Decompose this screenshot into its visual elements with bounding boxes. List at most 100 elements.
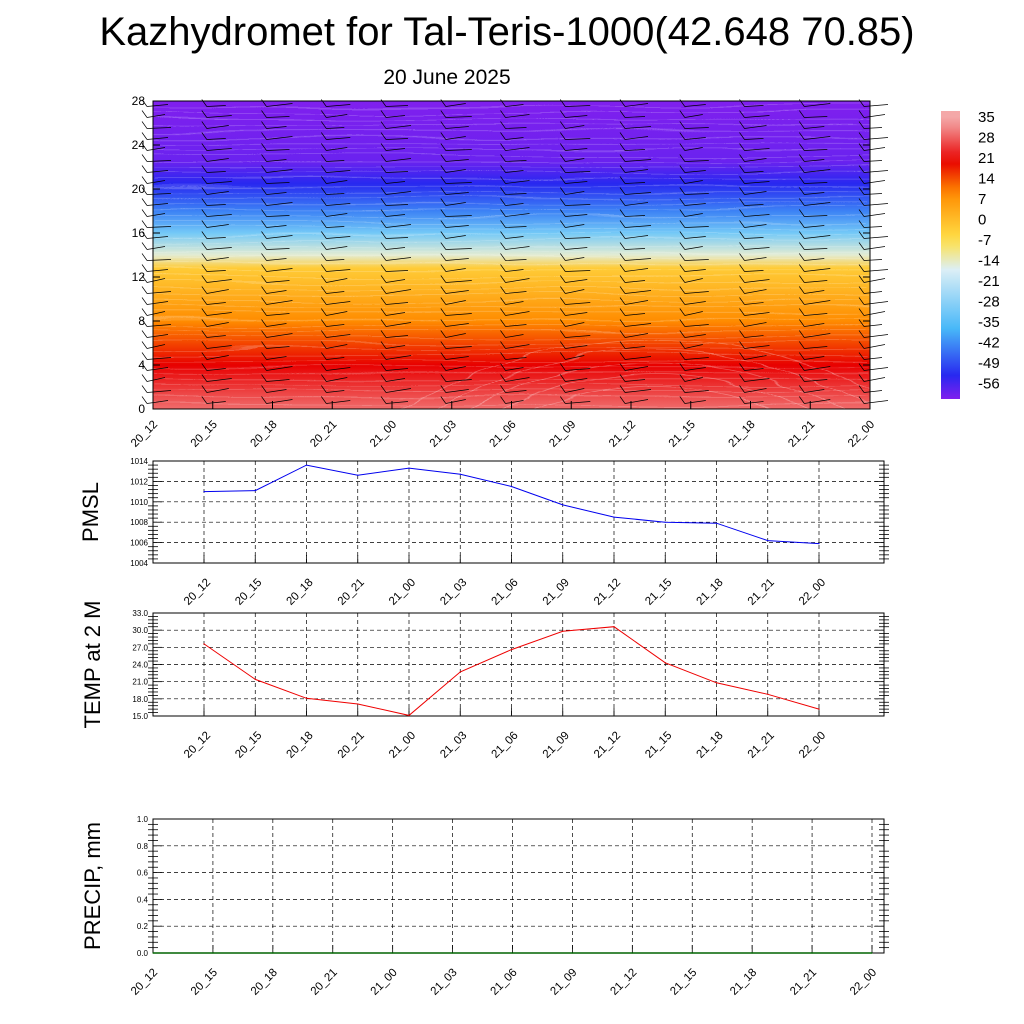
- wind-barb: [739, 209, 770, 217]
- wind-barb: [679, 374, 703, 382]
- wind-barb: [261, 165, 293, 173]
- wind-barb: [739, 330, 764, 338]
- data-point: [511, 952, 514, 954]
- wind-barb: [739, 198, 764, 206]
- wind-barb: [261, 242, 290, 250]
- wind-barb: [380, 286, 412, 294]
- data-point: [451, 952, 454, 954]
- wind-barb: [799, 363, 831, 371]
- data-point: [767, 693, 769, 695]
- wind-barb: [141, 352, 172, 360]
- data-point: [357, 474, 359, 476]
- wind-barb: [321, 286, 345, 294]
- wind-barb: [679, 330, 706, 338]
- y-tick-label: 0.2: [137, 922, 149, 931]
- y-tick-label: 28: [132, 94, 146, 108]
- wind-barb: [858, 121, 883, 129]
- wind-barb: [679, 319, 709, 327]
- wind-barb: [799, 121, 825, 129]
- wind-barb: [500, 198, 524, 206]
- x-tick-label: 21_09: [541, 730, 572, 761]
- wind-barb: [380, 176, 406, 184]
- wind-barb: [858, 220, 883, 228]
- wind-barb: [560, 132, 591, 140]
- data-point: [510, 485, 513, 488]
- wind-barb: [321, 319, 345, 327]
- wind-barb: [500, 132, 524, 140]
- x-tick-label: 20_12: [182, 730, 213, 761]
- wind-barb: [560, 330, 591, 338]
- wind-barb: [679, 253, 709, 261]
- wind-barb: [500, 374, 530, 382]
- wind-barb: [739, 374, 770, 382]
- wind-barb: [500, 121, 527, 129]
- x-tick-label: 21_00: [387, 577, 418, 608]
- x-tick-label: 21_06: [490, 577, 521, 608]
- wind-barb: [500, 110, 530, 118]
- colorbar-label: -28: [978, 294, 1000, 311]
- wind-barb: [201, 363, 226, 371]
- wind-barb: [560, 275, 588, 283]
- x-tick-label: 21_09: [541, 577, 572, 608]
- x-tick-label: 21_15: [667, 419, 698, 450]
- wind-barb: [261, 110, 290, 118]
- wind-barb: [141, 220, 172, 228]
- wind-barb: [858, 385, 883, 393]
- wind-barb: [261, 231, 293, 239]
- y-tick-label: 18.0: [132, 695, 148, 704]
- wind-barb: [321, 396, 351, 404]
- wind-barb: [739, 308, 770, 316]
- x-tick-label: 20_15: [189, 419, 220, 450]
- wind-barb: [440, 341, 472, 349]
- wind-barb: [380, 154, 412, 162]
- wind-barb: [679, 275, 703, 283]
- data-point: [203, 491, 205, 493]
- wind-barb: [141, 165, 169, 173]
- wind-barb: [799, 220, 825, 228]
- wind-barb: [201, 264, 226, 272]
- wind-barb: [141, 363, 169, 371]
- data-point: [715, 682, 718, 684]
- wind-barb: [619, 165, 649, 173]
- wind-barb: [858, 231, 889, 239]
- wind-barb: [799, 187, 825, 195]
- y-tick-label: 0.6: [137, 869, 149, 878]
- wind-barb: [619, 132, 649, 140]
- wind-barb: [141, 341, 166, 349]
- wind-barb: [380, 220, 412, 228]
- wind-barb: [500, 154, 527, 162]
- wind-barb: [560, 143, 588, 151]
- wind-barb: [500, 220, 527, 228]
- x-tick-label: 21_12: [592, 730, 623, 761]
- wind-barb: [858, 132, 889, 140]
- wind-barb: [619, 341, 646, 349]
- wind-barb: [440, 132, 466, 140]
- x-tick-label: 21_21: [788, 967, 819, 998]
- x-tick-label: 21_18: [695, 577, 726, 608]
- wind-barb: [500, 209, 530, 217]
- colorbar-label: -56: [978, 376, 1000, 393]
- wind-barb: [380, 396, 409, 404]
- x-tick-label: 21_06: [490, 730, 521, 761]
- wind-barb: [619, 176, 646, 184]
- wind-barb: [679, 363, 706, 371]
- wind-barb: [858, 308, 886, 316]
- data-point: [691, 952, 693, 954]
- x-tick-label: 21_18: [695, 730, 726, 761]
- wind-barb: [141, 253, 172, 261]
- wind-barb: [201, 374, 232, 382]
- wind-barb: [739, 220, 767, 228]
- wind-barb: [380, 187, 412, 195]
- wind-barb: [739, 396, 764, 404]
- wind-barb: [679, 132, 706, 140]
- wind-barb: [739, 165, 764, 173]
- wind-barb: [619, 242, 646, 250]
- y-tick-label: 0.0: [137, 949, 149, 958]
- wind-barb: [799, 165, 831, 173]
- data-point: [332, 952, 334, 954]
- data-point: [562, 504, 564, 506]
- wind-barb: [141, 99, 169, 107]
- x-tick-label: 21_09: [548, 967, 579, 998]
- y-tick-label: 1010: [130, 498, 148, 507]
- wind-barb: [380, 143, 406, 151]
